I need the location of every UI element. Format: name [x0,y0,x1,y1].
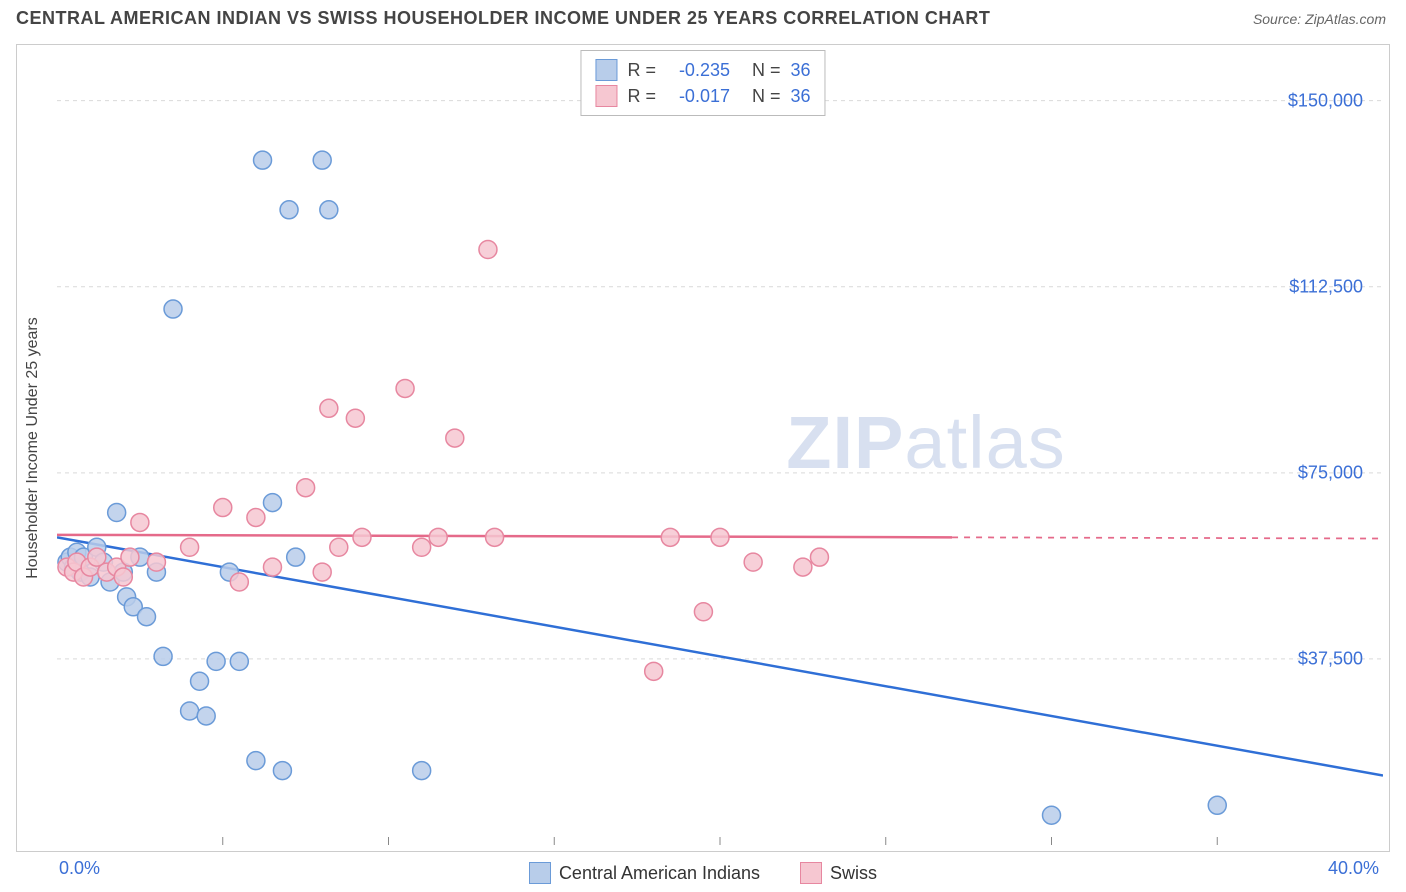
correlation-legend-row: R = -0.017 N = 36 [595,83,810,109]
n-value: 36 [791,60,811,81]
legend-swatch [595,85,617,107]
correlation-legend: R = -0.235 N = 36 R = -0.017 N = 36 [580,50,825,116]
series-legend: Central American Indians Swiss [0,862,1406,884]
source-label: Source: ZipAtlas.com [1253,11,1386,27]
y-tick-label: $150,000 [1288,90,1363,111]
n-label: N = [752,86,781,107]
n-label: N = [752,60,781,81]
r-label: R = [627,86,656,107]
scatter-plot-svg [57,51,1383,845]
plot-area: ZIPatlas $37,500 $75,000 $112,500 $150,000 [57,51,1383,845]
legend-swatch [800,862,822,884]
legend-label: Central American Indians [559,863,760,884]
r-value: -0.235 [666,60,730,81]
r-label: R = [627,60,656,81]
y-tick-label: $75,000 [1298,462,1363,483]
legend-item: Swiss [800,862,877,884]
legend-item: Central American Indians [529,862,760,884]
y-tick-label: $37,500 [1298,648,1363,669]
chart-title: CENTRAL AMERICAN INDIAN VS SWISS HOUSEHO… [16,8,990,29]
watermark: ZIPatlas [786,400,1065,485]
legend-label: Swiss [830,863,877,884]
y-tick-label: $112,500 [1289,276,1363,297]
chart-container: Householder Income Under 25 years ZIPatl… [16,44,1390,852]
n-value: 36 [791,86,811,107]
y-axis-label: Householder Income Under 25 years [24,317,42,578]
legend-swatch [595,59,617,81]
correlation-legend-row: R = -0.235 N = 36 [595,57,810,83]
legend-swatch [529,862,551,884]
r-value: -0.017 [666,86,730,107]
